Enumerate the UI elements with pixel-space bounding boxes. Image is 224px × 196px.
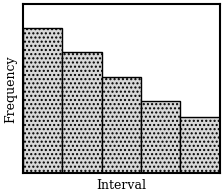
Bar bbox=[141, 101, 180, 173]
Bar bbox=[180, 117, 220, 173]
Bar bbox=[62, 53, 101, 173]
X-axis label: Interval: Interval bbox=[96, 179, 146, 192]
Bar bbox=[23, 28, 62, 173]
Bar bbox=[101, 77, 141, 173]
Y-axis label: Frequency: Frequency bbox=[4, 55, 17, 122]
